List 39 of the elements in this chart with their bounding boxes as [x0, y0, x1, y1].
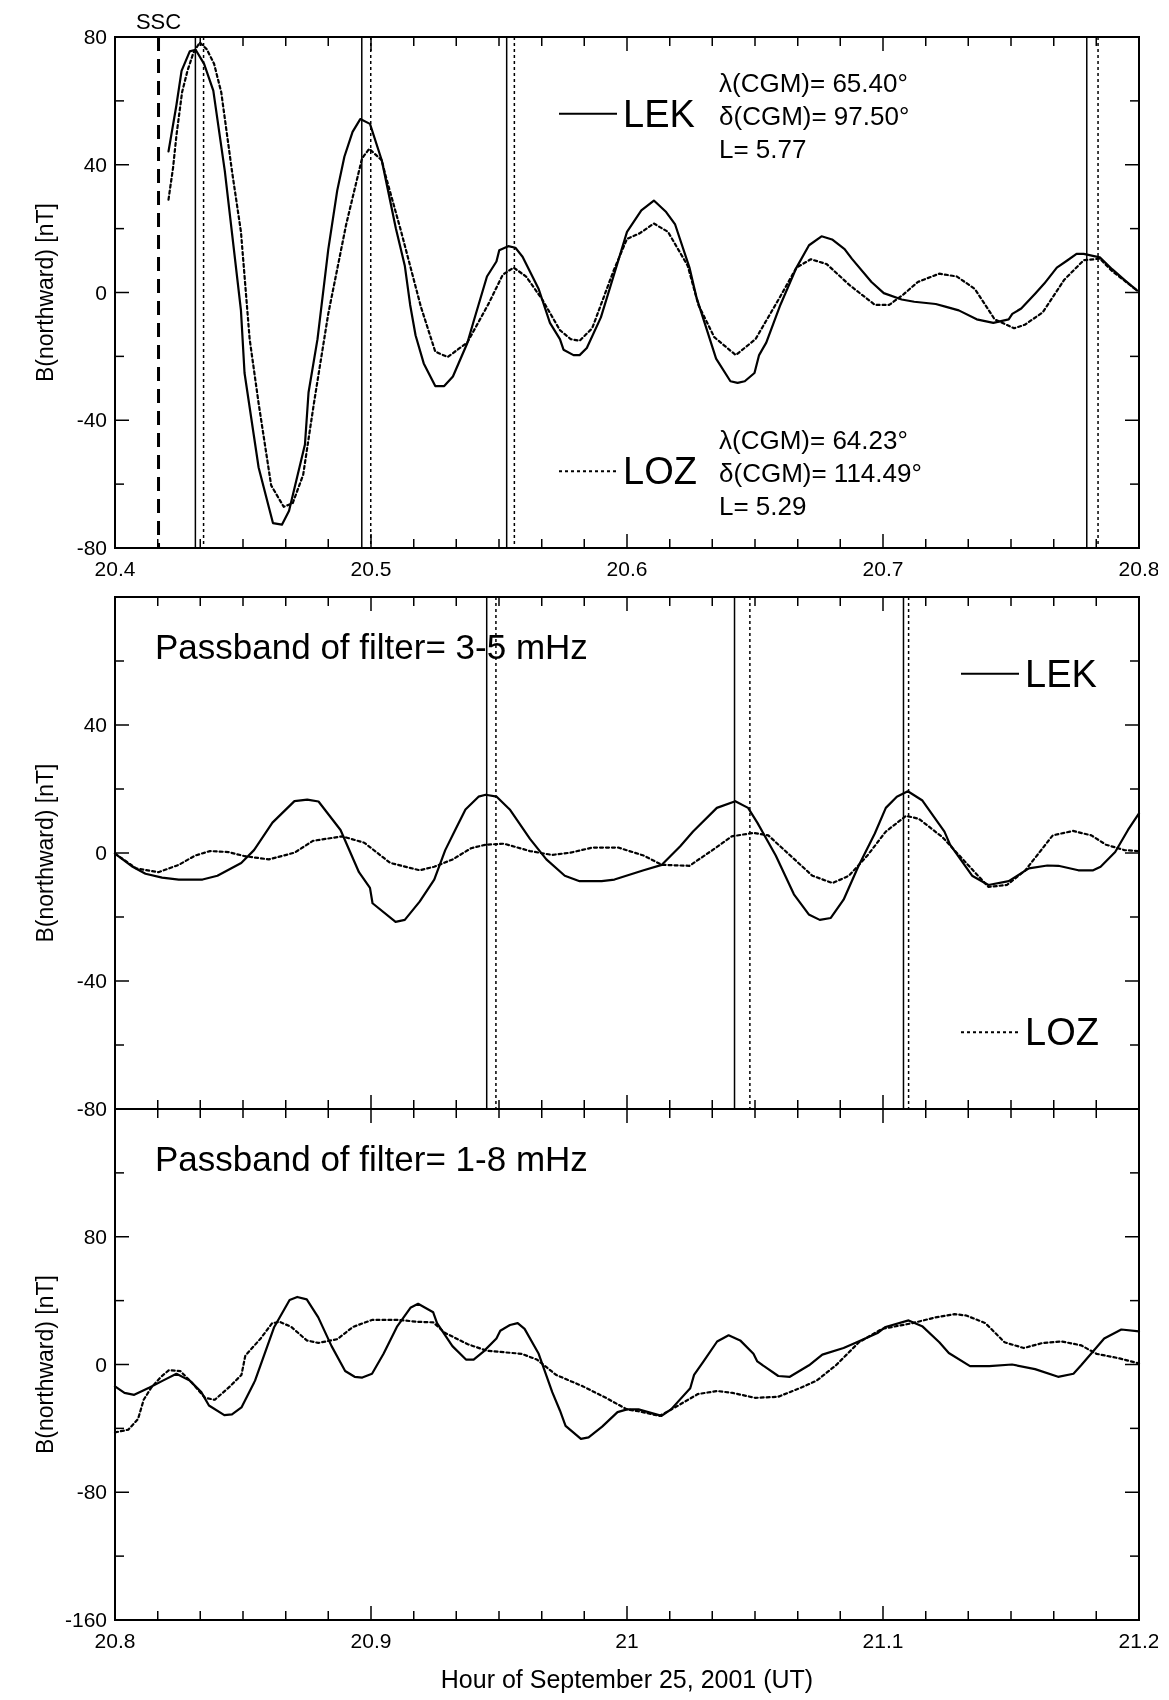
y-tick-label: 40: [83, 152, 107, 176]
y-tick-label: -80: [76, 1097, 107, 1120]
ref-line-label: SSC: [135, 9, 182, 34]
x-tick-label: 20.8: [94, 1629, 136, 1652]
text: Passband of filter= 1-8 mHz: [155, 1139, 588, 1178]
y-axis-title: B(northward) [nT]: [32, 203, 58, 382]
x-tick-label: 20.8: [1118, 557, 1160, 580]
legend-label: LEK: [1025, 652, 1097, 695]
x-tick-label: 20.4: [94, 557, 136, 580]
y-tick-label: -40: [76, 408, 107, 432]
x-tick-label: 20.6: [606, 557, 648, 580]
y-tick-label: 80: [83, 1224, 107, 1248]
annotation: δ(CGM)= 97.50°: [719, 100, 910, 131]
y-axis-title: B(northward) [nT]: [32, 1275, 58, 1454]
x-tick-label: 20.9: [350, 1629, 392, 1652]
y-axis-title: B(northward) [nT]: [32, 763, 58, 943]
x-tick-label: 20.7: [862, 557, 904, 580]
annotation: L= 5.29: [719, 491, 807, 522]
y-tick-label: 0: [95, 1352, 107, 1376]
x-tick-label: 21: [615, 1629, 639, 1652]
annotation: λ(CGM)= 64.23°: [719, 425, 908, 456]
legend-label: LEK: [623, 92, 695, 135]
y-tick-label: 0: [95, 841, 107, 864]
annotation: δ(CGM)= 114.49°: [719, 458, 922, 489]
y-tick-label: -40: [76, 969, 107, 992]
y-tick-label: -80: [76, 536, 107, 559]
legend-label: LOZ: [1025, 1011, 1099, 1054]
x-axis-title: Hour of September 25, 2001 (UT): [440, 1665, 814, 1693]
annotation: λ(CGM)= 65.40°: [719, 67, 908, 98]
y-tick-label: 40: [83, 713, 107, 736]
annotation: L= 5.77: [719, 133, 807, 164]
y-tick-label: 80: [83, 25, 107, 48]
legend-label: LOZ: [623, 450, 697, 493]
y-tick-label: 0: [95, 280, 107, 304]
x-tick-label: 21.2: [1118, 1629, 1160, 1652]
x-tick-label: 21.1: [862, 1629, 904, 1652]
y-tick-label: -80: [76, 1480, 107, 1504]
x-tick-label: 20.5: [350, 557, 392, 580]
y-tick-label: -160: [64, 1608, 107, 1631]
